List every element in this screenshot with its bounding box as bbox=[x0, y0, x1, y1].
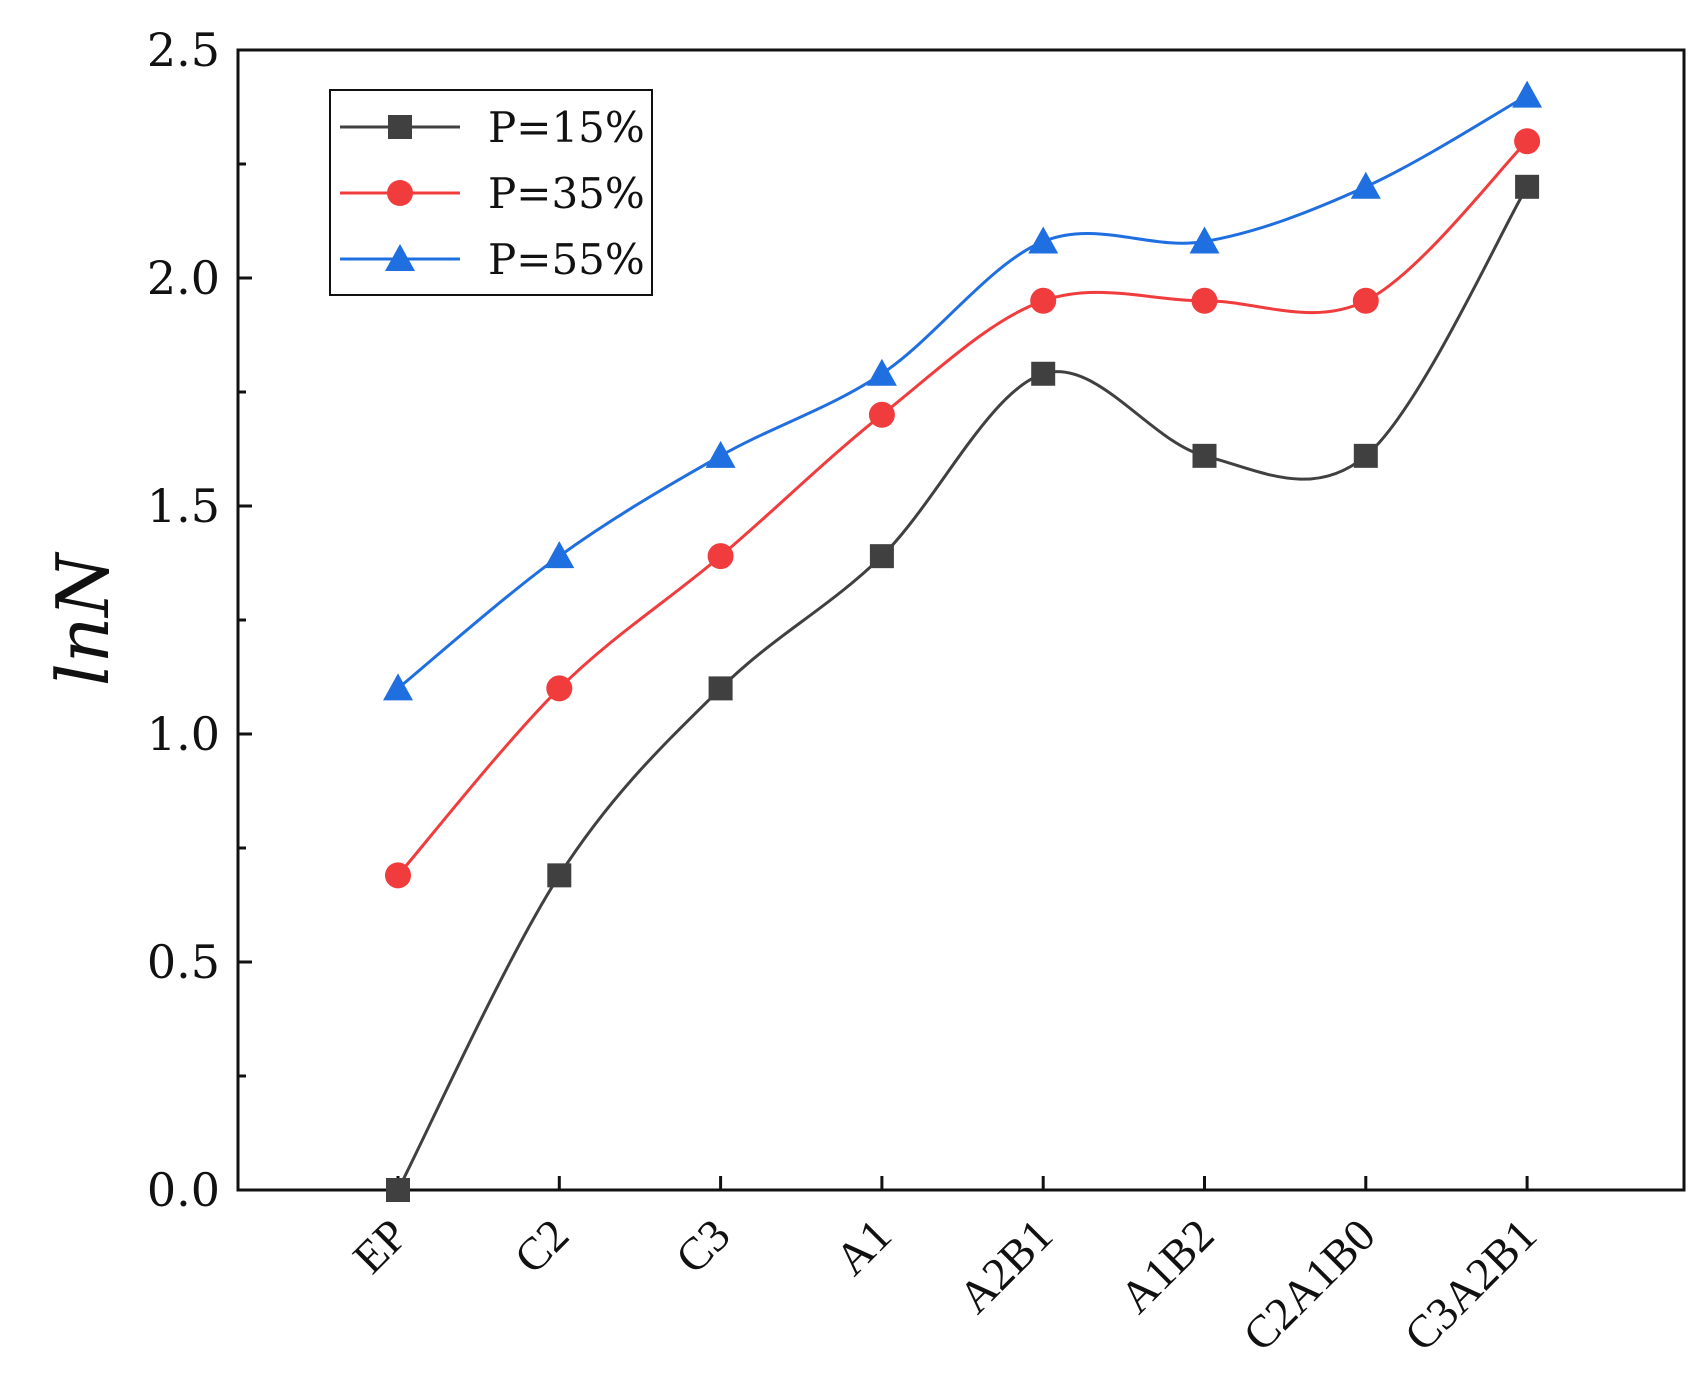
y-tick-label: 1.0 bbox=[147, 707, 220, 761]
y-axis-label: lnN bbox=[41, 551, 125, 686]
x-tick-label: A2B1 bbox=[948, 1209, 1062, 1323]
x-tick-label: EP bbox=[343, 1209, 417, 1283]
data-point bbox=[1030, 287, 1057, 314]
data-point bbox=[1352, 287, 1379, 314]
y-tick-label: 0.0 bbox=[147, 1163, 220, 1217]
legend-label: P=15% bbox=[488, 103, 645, 152]
legend: P=15% P=35% P=55% bbox=[329, 89, 653, 296]
data-point bbox=[1350, 171, 1381, 199]
series-2 bbox=[385, 128, 1541, 889]
legend-item: P=55% bbox=[340, 235, 645, 284]
data-point bbox=[546, 675, 573, 702]
data-point bbox=[1191, 287, 1218, 314]
series-1 bbox=[386, 174, 1540, 1202]
y-tick-label: 0.5 bbox=[147, 935, 220, 989]
data-point bbox=[547, 863, 572, 888]
legend-marker bbox=[387, 180, 413, 206]
data-point bbox=[705, 440, 736, 468]
y-tick-label: 2.0 bbox=[147, 251, 220, 305]
series-group bbox=[383, 80, 1543, 1202]
data-point bbox=[1192, 443, 1217, 468]
data-point bbox=[708, 676, 733, 701]
data-point bbox=[868, 401, 895, 428]
series-3 bbox=[383, 80, 1543, 701]
x-axis: EP C2 C3 A1 A2B1 A1B2 C2A1B0 C3A2B1 bbox=[343, 1176, 1546, 1361]
data-point bbox=[1028, 226, 1059, 254]
series-line bbox=[397, 94, 1528, 690]
x-tick-label: C2 bbox=[504, 1209, 578, 1283]
data-point bbox=[869, 544, 894, 569]
legend-label: P=35% bbox=[488, 169, 645, 218]
data-point bbox=[385, 862, 411, 889]
data-point bbox=[1031, 361, 1056, 386]
legend-item: P=35% bbox=[340, 169, 645, 218]
x-tick-label: C3 bbox=[666, 1209, 740, 1283]
legend-marker bbox=[388, 115, 412, 139]
data-point bbox=[1512, 80, 1543, 108]
x-tick-label: C2A1B0 bbox=[1233, 1209, 1385, 1361]
x-tick-label: C3A2B1 bbox=[1394, 1209, 1546, 1361]
legend-marker bbox=[385, 244, 415, 271]
data-point bbox=[707, 543, 734, 570]
data-point bbox=[544, 541, 575, 569]
legend-item: P=15% bbox=[340, 103, 645, 152]
y-axis: 0.0 0.5 1.0 1.5 2.0 2.5 bbox=[147, 23, 252, 1217]
x-tick-label: A1 bbox=[825, 1209, 901, 1285]
legend-label: P=55% bbox=[488, 235, 645, 284]
data-point bbox=[1353, 443, 1378, 468]
y-tick-label: 2.5 bbox=[147, 23, 220, 77]
x-tick-label: A1B2 bbox=[1110, 1209, 1224, 1323]
y-tick-label: 1.5 bbox=[147, 479, 220, 533]
data-point bbox=[1515, 174, 1540, 199]
data-point bbox=[866, 358, 897, 386]
data-point bbox=[383, 673, 413, 701]
data-point bbox=[386, 1178, 410, 1202]
data-point bbox=[1514, 128, 1541, 155]
data-point bbox=[1189, 226, 1220, 254]
